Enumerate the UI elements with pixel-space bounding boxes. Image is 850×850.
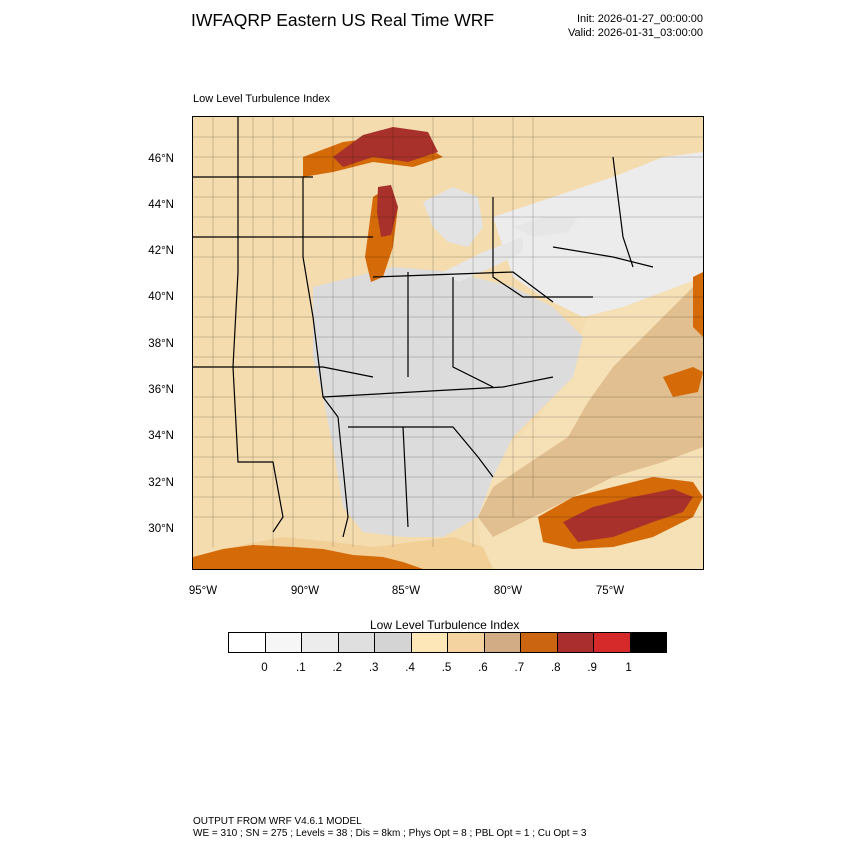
- lat-label: 30°N: [148, 523, 174, 535]
- colorbar-box: [302, 633, 339, 652]
- footer-params: WE = 310 ; SN = 275 ; Levels = 38 ; Dis …: [193, 828, 587, 839]
- colorbar-box: [448, 633, 485, 652]
- colorbar-box: [265, 633, 302, 652]
- colorbar-tick-label: 0: [261, 662, 268, 674]
- colorbar-tick-label: .5: [441, 662, 452, 674]
- tan-band: [478, 287, 703, 537]
- colorbar-box: [521, 633, 558, 652]
- colorbar-title: Low Level Turbulence Index: [370, 618, 520, 632]
- colorbar-tick-label: 1: [625, 662, 632, 674]
- lat-label: 44°N: [148, 199, 174, 211]
- lake-huron: [423, 187, 483, 247]
- colorbar-box: [484, 633, 521, 652]
- lat-label: 32°N: [148, 477, 174, 489]
- field-label: Low Level Turbulence Index: [193, 93, 330, 105]
- lake-ontario: [513, 217, 578, 237]
- colorbar-tick-label: .3: [368, 662, 379, 674]
- county-grid: [193, 117, 703, 547]
- gulf-orange-strip: [193, 545, 423, 569]
- state-boundaries: [193, 117, 654, 538]
- lake-erie: [443, 237, 523, 282]
- lat-label: 40°N: [148, 291, 174, 303]
- lon-label: 80°W: [493, 585, 523, 597]
- colorbar-tick-label: .8: [550, 662, 561, 674]
- lat-label: 38°N: [148, 338, 174, 350]
- lon-label: 85°W: [391, 585, 421, 597]
- colorbar-box: [375, 633, 412, 652]
- colorbar-tick-label: .6: [478, 662, 488, 674]
- plot-title: IWFAQRP Eastern US Real Time WRF: [191, 10, 495, 30]
- lat-label: 34°N: [148, 430, 174, 442]
- colorbar-box: [338, 633, 375, 652]
- east-orange-patch: [693, 272, 703, 337]
- lat-label: 46°N: [148, 153, 174, 165]
- colorbar-box: [229, 633, 266, 652]
- northeast-light: [493, 152, 703, 317]
- lat-label: 36°N: [148, 384, 174, 396]
- lon-label: 75°W: [595, 585, 625, 597]
- colorbar-box: [630, 633, 666, 652]
- atlantic-red-blob: [563, 489, 693, 542]
- lake-superior-core: [333, 127, 438, 167]
- map-canvas: [193, 117, 703, 569]
- colorbar-tick-label: .9: [587, 662, 597, 674]
- lon-label: 95°W: [188, 585, 218, 597]
- colorbar-tick-label: .7: [514, 662, 525, 674]
- gray-interior: [313, 267, 583, 537]
- colorbar: [228, 632, 667, 653]
- valid-time: Valid: 2026-01-31_03:00:00: [568, 27, 703, 39]
- init-time: Init: 2026-01-27_00:00:00: [577, 13, 703, 25]
- colorbar-box: [557, 633, 594, 652]
- map-panel: [192, 116, 704, 570]
- colorbar-box: [594, 633, 631, 652]
- footer-model: OUTPUT FROM WRF V4.6.1 MODEL: [193, 816, 362, 827]
- offshore-orange-patch: [663, 367, 703, 397]
- colorbar-box: [411, 633, 448, 652]
- lon-label: 90°W: [290, 585, 320, 597]
- colorbar-tick-label: .1: [296, 662, 306, 674]
- colorbar-tick-label: .2: [332, 662, 343, 674]
- colorbar-tick-label: .4: [405, 662, 415, 674]
- lake-michigan-core: [377, 185, 398, 237]
- lat-label: 42°N: [148, 245, 174, 257]
